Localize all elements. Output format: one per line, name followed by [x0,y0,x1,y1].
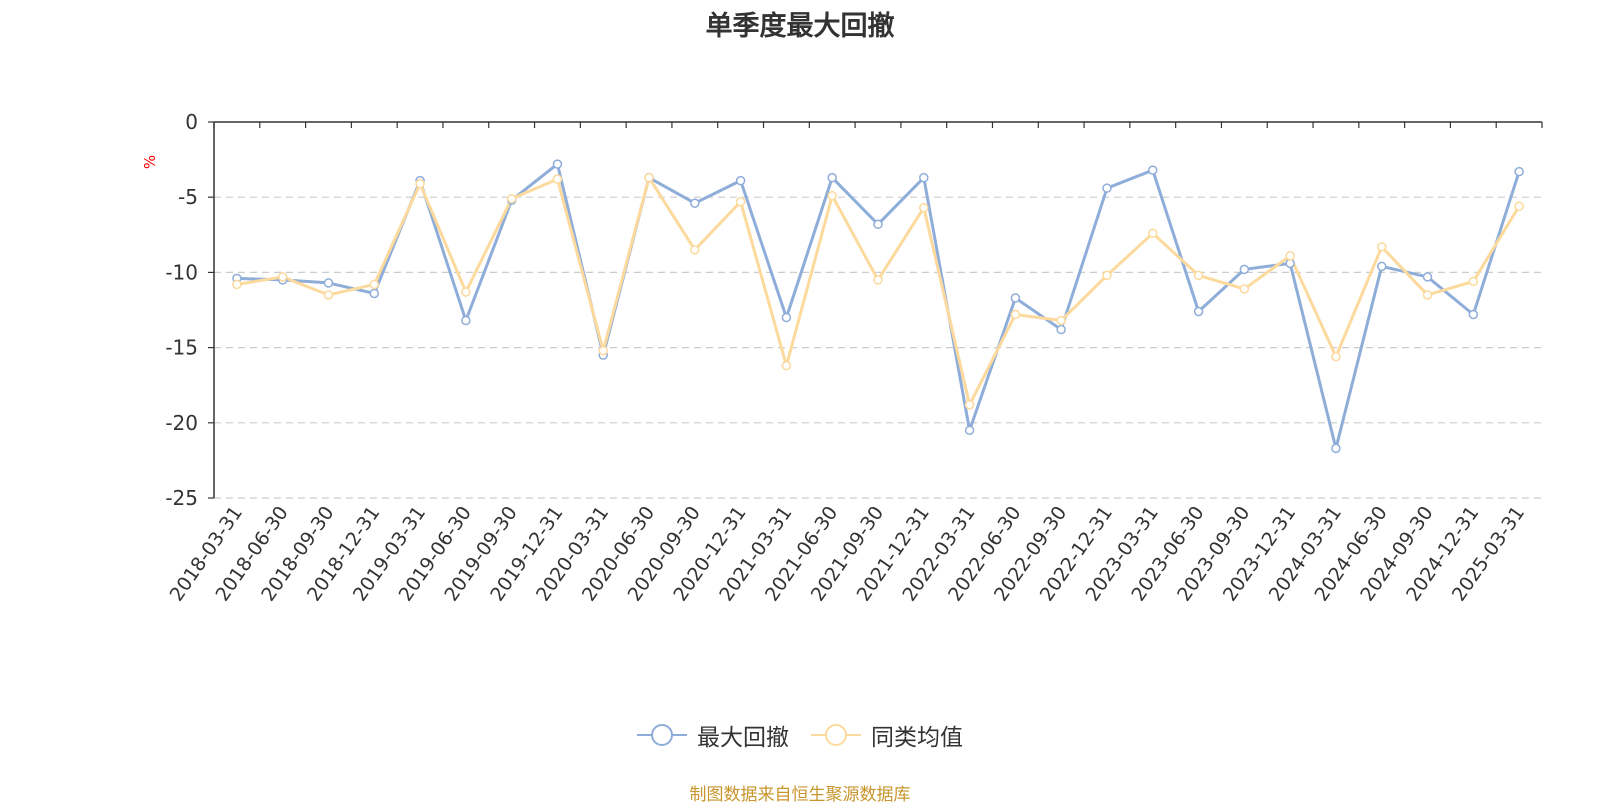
y-tick-label: 0 [185,110,198,134]
data-point-0[interactable] [1376,261,1387,272]
data-point-0[interactable] [735,175,746,186]
data-point-1[interactable] [552,174,563,184]
data-point-0[interactable] [1239,264,1250,275]
data-point-1[interactable] [1376,242,1387,252]
data-point-1[interactable] [644,172,654,183]
data-point-1[interactable] [827,190,837,201]
y-tick-label: -20 [165,411,198,435]
data-point-0[interactable] [1102,183,1112,193]
data-point-1[interactable] [506,193,517,204]
data-point-1[interactable] [1148,228,1158,239]
legend-item-peer-average[interactable]: 同类均值 [811,718,963,752]
data-point-1[interactable] [873,275,883,285]
data-point-0[interactable] [461,315,471,326]
data-point-0[interactable] [1148,165,1158,175]
legend-label-drawdown: 最大回撤 [697,725,789,751]
data-point-0[interactable] [873,219,883,230]
data-point-0[interactable] [1010,293,1021,303]
data-point-0[interactable] [1331,443,1341,454]
data-point-1[interactable] [1010,309,1021,320]
source-note: 制图数据来自恒生聚源数据库 [689,785,911,805]
y-tick-label: -5 [178,185,198,209]
data-point-0[interactable] [964,425,975,436]
data-point-0[interactable] [1422,272,1433,282]
data-point-1[interactable] [1514,201,1524,211]
data-point-1[interactable] [323,290,334,300]
y-axis-unit-label: % [141,155,159,169]
data-point-1[interactable] [690,245,700,255]
data-point-1[interactable] [1056,315,1066,326]
legend: 最大回撤 同类均值 [0,718,1600,752]
data-point-1[interactable] [781,360,792,371]
y-tick-label: -15 [165,336,198,360]
y-tick-label: -10 [165,260,198,284]
legend-marker-peer-average [811,724,861,746]
data-point-0[interactable] [552,159,563,169]
data-point-1[interactable] [598,345,608,356]
data-point-0[interactable] [919,172,929,183]
legend-item-drawdown[interactable]: 最大回撤 [637,718,789,752]
data-point-1[interactable] [232,279,242,290]
data-point-1[interactable] [415,178,425,189]
data-point-0[interactable] [690,198,700,208]
data-point-1[interactable] [1331,351,1341,362]
data-point-0[interactable] [1514,166,1524,177]
data-point-0[interactable] [1193,306,1204,317]
data-point-0[interactable] [369,288,380,299]
data-point-1[interactable] [1422,290,1433,300]
series-layer [232,159,1524,454]
legend-marker-drawdown [637,724,687,746]
data-point-1[interactable] [1102,270,1112,281]
data-point-1[interactable] [277,272,288,282]
y-tick-label: -25 [165,486,198,510]
data-point-1[interactable] [735,196,746,207]
data-point-0[interactable] [1468,309,1479,320]
data-point-0[interactable] [781,312,792,323]
data-point-0[interactable] [1056,324,1066,335]
data-point-1[interactable] [919,202,929,213]
data-point-1[interactable] [369,279,380,290]
data-point-1[interactable] [1468,276,1479,287]
data-point-0[interactable] [323,278,334,288]
data-point-0[interactable] [827,172,837,183]
chart-title: 单季度最大回撤 [705,11,895,42]
data-point-1[interactable] [1193,270,1204,281]
grid-layer [214,196,1542,499]
data-point-1[interactable] [461,287,471,297]
data-point-1[interactable] [1239,284,1250,294]
legend-label-peer-average: 同类均值 [871,725,963,751]
data-point-1[interactable] [1285,251,1295,261]
data-point-1[interactable] [964,400,975,410]
